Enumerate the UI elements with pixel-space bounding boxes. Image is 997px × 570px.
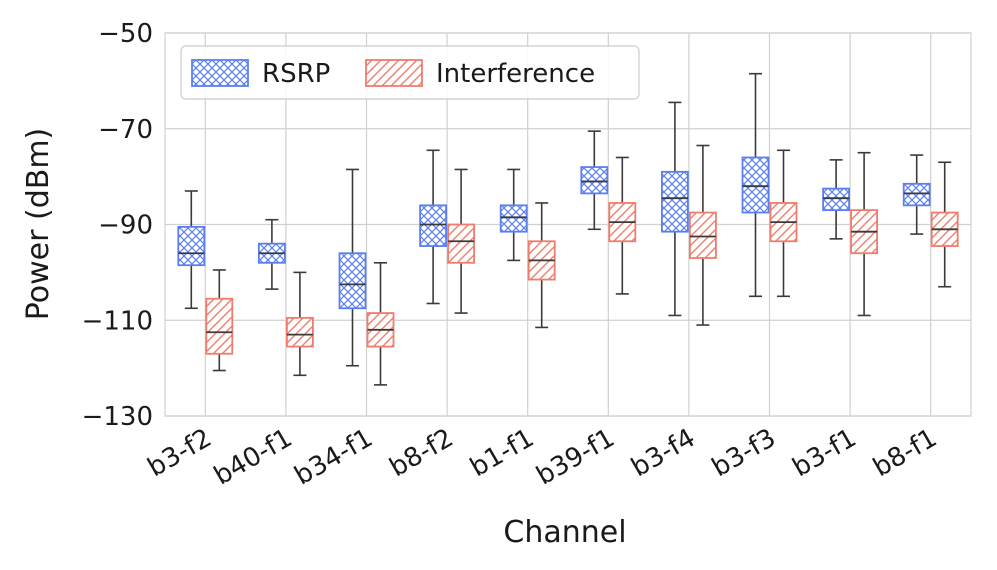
y-tick-label: −90 [98, 211, 153, 241]
box-interference-b3-f4 [689, 144, 717, 326]
box-interference-b1-f1 [527, 202, 556, 329]
box-rsrp-b40-f1 [257, 218, 286, 290]
box-interference-b3-f3 [769, 149, 798, 298]
box-iqr [822, 187, 850, 212]
box-iqr [580, 166, 609, 195]
box-interference-b3-f2 [205, 269, 234, 372]
box-iqr [689, 211, 717, 259]
y-tick-labels: −50 −70 −90 −110 −130 [82, 19, 153, 432]
x-tick-label: b3-f3 [707, 423, 781, 483]
y-axis-title: Power (dBm) [21, 128, 56, 321]
x-tick-label: b8-f2 [385, 423, 459, 483]
box-rsrp-b3-f2 [177, 190, 206, 310]
box-rsrp-b3-f1 [822, 159, 850, 240]
box-rsrp-b3-f3 [741, 72, 770, 298]
box-rsrp-b8-f1 [902, 154, 931, 235]
x-tick-label: b1-f1 [465, 423, 539, 483]
box-interference-b3-f1 [850, 151, 878, 317]
legend-swatch-interference [365, 59, 423, 87]
x-tick-label: b3-f1 [788, 423, 862, 483]
legend: RSRP Interference [180, 45, 640, 100]
box-rsrp-b3-f4 [661, 101, 689, 317]
x-tick-label: b39-f1 [531, 423, 619, 491]
box-iqr [741, 156, 770, 214]
box-iqr [338, 252, 367, 310]
box-rsrp-b34-f1 [338, 168, 367, 367]
x-tick-label: b34-f1 [290, 423, 378, 491]
y-tick-label: −110 [82, 306, 153, 336]
x-axis-title: Channel [503, 515, 626, 550]
box-interference-b39-f1 [608, 156, 637, 295]
x-tick-label: b8-f1 [868, 423, 942, 483]
y-tick-label: −70 [98, 115, 153, 145]
x-tick-label: b40-f1 [209, 423, 297, 491]
box-interference-b40-f1 [285, 271, 314, 377]
box-iqr [177, 225, 206, 267]
legend-label-interference: Interference [436, 59, 595, 89]
box-rsrp-b39-f1 [580, 130, 609, 231]
box-iqr [499, 204, 528, 233]
box-interference-b8-f2 [447, 168, 476, 314]
box-iqr [902, 182, 931, 207]
box-iqr [661, 170, 689, 233]
box-rsrp-b8-f2 [419, 149, 448, 305]
box-interference-b34-f1 [366, 261, 395, 386]
box-interference-b8-f1 [930, 161, 959, 288]
box-iqr [447, 223, 476, 264]
box-rsrp-b1-f1 [499, 168, 528, 262]
x-tick-label: b3-f4 [626, 423, 700, 483]
box-iqr [419, 204, 448, 247]
box-groups [177, 72, 959, 386]
plot-frame [164, 32, 972, 417]
y-tick-label: −50 [98, 19, 153, 49]
legend-swatch-rsrp [191, 59, 249, 87]
box-iqr [205, 297, 234, 355]
x-tick-label: b3-f2 [143, 423, 217, 483]
legend-label-rsrp: RSRP [262, 59, 330, 89]
y-tick-label: −130 [82, 402, 153, 432]
box-iqr [285, 316, 314, 348]
